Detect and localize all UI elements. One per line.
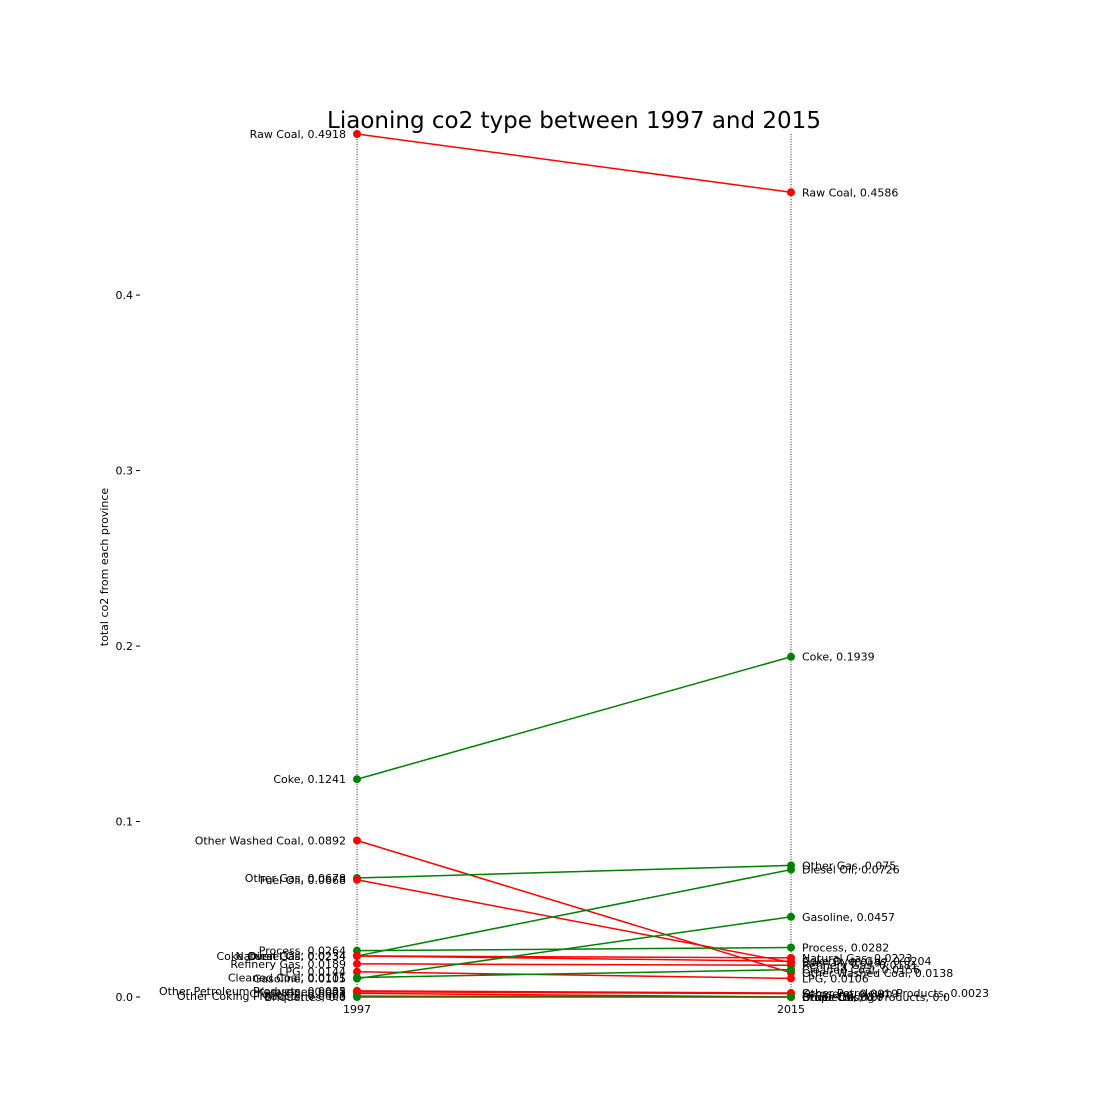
- chart-title: Liaoning co2 type between 1997 and 2015: [327, 108, 821, 134]
- label-2015: Other Gas, 0.075: [802, 859, 896, 872]
- label-1997: Raw Coal, 0.4918: [250, 128, 346, 141]
- point-2015: [787, 965, 795, 974]
- label-1997: Other Gas, 0.0678: [245, 872, 346, 885]
- label-1997: Crude Oil, 0.0021: [249, 987, 346, 1000]
- label-1997: Refinery Gas, 0.0189: [230, 958, 346, 971]
- series-process: [353, 943, 795, 955]
- series-line: [356, 968, 792, 979]
- point-1997: [353, 993, 361, 1001]
- series-line: [356, 970, 792, 980]
- label-2015: Process, 0.0282: [802, 942, 889, 955]
- series-raw-coal: [353, 130, 795, 197]
- label-2015: Raw Coal, 0.4586: [802, 186, 898, 199]
- label-2015: Coke, 0.1939: [802, 651, 875, 664]
- y-tick-label: 0.2: [116, 640, 134, 653]
- label-2015: Other Washed Coal, 0.0138: [802, 967, 953, 980]
- series-briquettes: [353, 993, 795, 1001]
- series-other-gas: [353, 861, 795, 883]
- series-line: [356, 955, 792, 962]
- series-line: [356, 864, 792, 879]
- label-1997: Cleaned Coal, 0.0111: [228, 972, 346, 985]
- label-1997: Diesel Oil, 0.0234: [248, 950, 346, 963]
- point-1997: [353, 951, 361, 960]
- series-lines: [353, 130, 795, 1001]
- label-1997: Other Coking Products, 0.0005: [177, 990, 346, 1003]
- y-tick-label: 0.0: [116, 991, 134, 1004]
- label-2015: Coke Oven Gas, 0.0204: [802, 955, 932, 968]
- x-tick-label: 1997: [343, 1003, 371, 1016]
- y-tick-label: 0.3: [116, 465, 134, 478]
- series-cleaned-coal: [353, 965, 795, 982]
- point-1997: [353, 967, 361, 976]
- label-1997: Briquettes, 0.0: [265, 991, 346, 1004]
- x-axis-ticks: 1997 2015: [343, 1003, 805, 1016]
- series-line: [356, 133, 792, 194]
- y-axis-ticks: 0.0 0.1 0.2 0.3 0.4: [116, 289, 140, 1004]
- point-2015: [787, 188, 795, 197]
- series-line: [356, 868, 792, 957]
- label-2015: Crude Oil, 0.0: [802, 991, 878, 1004]
- label-2015: Natural Gas, 0.0223: [802, 952, 913, 965]
- data-labels: Raw Coal, 0.4918 Raw Coal, 0.4586 Coke, 0.…: [159, 128, 989, 1004]
- series-line: [356, 946, 792, 952]
- label-1997: Coke, 0.1241: [273, 773, 346, 786]
- point-2015: [787, 652, 795, 661]
- label-2015: Refinery Gas, 0.0181: [802, 959, 918, 972]
- label-1997: Gasoline, 0.0105: [253, 973, 346, 986]
- series-coke-oven-gas: [353, 951, 795, 966]
- label-1997: Coke Oven Gas, 0.0234: [216, 950, 346, 963]
- label-2015: Cleaned Coal, 0.0156: [802, 964, 920, 977]
- label-2015: Other Petroleum Products, 0.0023: [802, 987, 989, 1000]
- label-2015: LPG, 0.0106: [802, 972, 869, 985]
- series-lpg: [353, 967, 795, 983]
- point-1997: [353, 974, 361, 983]
- series-line: [356, 656, 792, 780]
- label-2015: Briquettes, 0.0: [802, 991, 883, 1004]
- label-1997: Process, 0.0264: [259, 945, 346, 958]
- label-1997: Other Washed Coal, 0.0892: [195, 834, 346, 847]
- y-axis-label: total co2 from each province: [98, 488, 111, 647]
- series-diesel-oil: [353, 865, 795, 960]
- label-1997: LPG, 0.0144: [279, 966, 346, 979]
- series-fuel-oil: [353, 875, 795, 967]
- label-2015: Other Coking Products, 0.0: [802, 991, 950, 1004]
- series-line: [356, 963, 792, 966]
- point-1997: [353, 775, 361, 784]
- x-tick-label: 2015: [777, 1003, 805, 1016]
- series-line: [356, 916, 792, 980]
- point-1997: [353, 875, 361, 884]
- y-tick-label: 0.1: [116, 816, 134, 829]
- series-line: [356, 990, 792, 995]
- label-1997: Fuel Oil, 0.0668: [260, 874, 346, 887]
- y-tick-label: 0.4: [116, 289, 134, 302]
- series-coke: [353, 652, 795, 784]
- point-1997: [353, 836, 361, 845]
- point-2015: [787, 993, 795, 1001]
- label-2015: Fuel Oil, 0.0197: [802, 956, 888, 969]
- label-2015: Diesel Oil, 0.0726: [802, 864, 900, 877]
- point-2015: [787, 974, 795, 983]
- series-line: [356, 839, 792, 974]
- series-gasoline: [353, 912, 795, 983]
- label-2015: Kerosene, 0.0019: [802, 988, 898, 1001]
- point-1997: [353, 130, 361, 138]
- point-1997: [353, 959, 361, 968]
- point-2015: [787, 912, 795, 921]
- point-2015: [787, 943, 795, 952]
- series-refinery-gas: [353, 959, 795, 970]
- label-1997: Kerosene, 0.003: [257, 986, 346, 999]
- point-2015: [787, 865, 795, 874]
- label-2015: Gasoline, 0.0457: [802, 911, 895, 924]
- label-1997: Other Petroleum Products, 0.0035: [159, 985, 346, 998]
- label-1997: Natural Gas, 0.0234: [235, 950, 346, 963]
